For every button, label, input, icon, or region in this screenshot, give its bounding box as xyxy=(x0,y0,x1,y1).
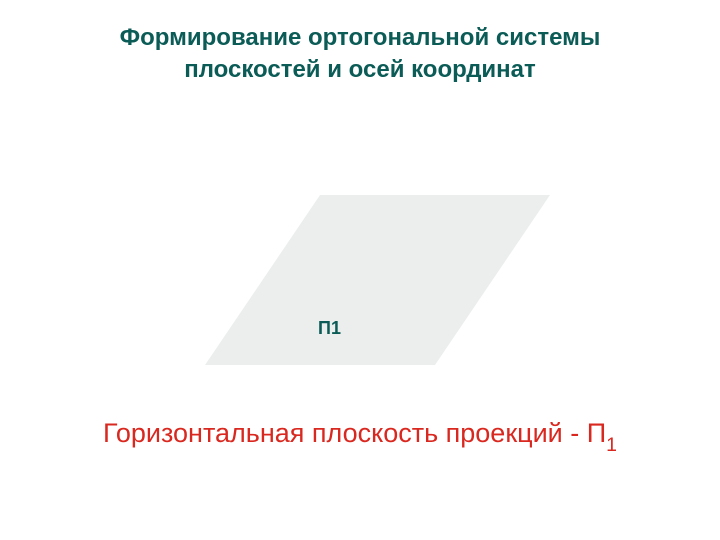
caption-subscript: 1 xyxy=(606,434,617,456)
page-title: Формирование ортогональной cистемы плоск… xyxy=(0,22,720,87)
title-line-1: Формирование ортогональной cистемы xyxy=(120,24,601,51)
horizontal-plane xyxy=(205,195,550,365)
caption: Горизонтальная плоскость проекций - П1 xyxy=(0,418,720,454)
plane-label: П1 xyxy=(318,318,341,339)
title-line-2: плоскостей и осей координат xyxy=(184,56,536,83)
plane-polygon xyxy=(205,195,550,365)
caption-text: Горизонтальная плоскость проекций - П xyxy=(103,418,606,448)
